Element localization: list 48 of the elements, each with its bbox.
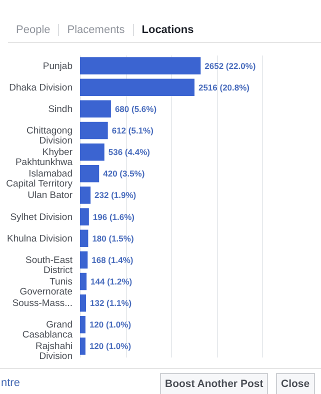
bar bbox=[80, 316, 86, 334]
data-label: 132 (1.1%) bbox=[90, 298, 132, 308]
y-tick-label: Khyber Pakhtunkhwa bbox=[15, 147, 74, 168]
text: Boost Another Post bbox=[160, 373, 268, 394]
bar bbox=[80, 165, 100, 182]
bar bbox=[80, 57, 201, 74]
y-tick-label: Grand Casablanca bbox=[22, 320, 74, 341]
bar bbox=[80, 208, 89, 226]
bar bbox=[80, 78, 194, 96]
data-label: 196 (1.6%) bbox=[92, 212, 135, 222]
bar bbox=[80, 251, 88, 269]
text: ntre bbox=[1, 377, 20, 389]
bar bbox=[80, 100, 111, 118]
data-label: 120 (1.0%) bbox=[89, 320, 132, 330]
data-label: 168 (1.4%) bbox=[92, 254, 134, 265]
data-label: 180 (1.5%) bbox=[92, 233, 134, 244]
bar bbox=[80, 122, 108, 140]
text: Close bbox=[276, 373, 315, 394]
data-label: 612 (5.1%) bbox=[112, 126, 154, 136]
data-label: 232 (1.9%) bbox=[94, 190, 136, 200]
y-tick-label: Rajshahi Division bbox=[36, 341, 72, 362]
y-tick-label: Tunis Governorate bbox=[20, 276, 73, 298]
y-tick-label: Dhaka Division bbox=[9, 82, 72, 94]
y-tick-label: South-East District bbox=[26, 254, 73, 276]
bar bbox=[80, 294, 86, 312]
y-tick-label: Ulan Bator bbox=[28, 190, 72, 202]
y-tick-label: Islamabad Capital Territory bbox=[6, 168, 73, 190]
text: People bbox=[8, 24, 60, 36]
y-tick-label: Sindh bbox=[48, 104, 72, 115]
bar bbox=[80, 338, 86, 355]
bar bbox=[80, 143, 104, 161]
text: Locations bbox=[140, 24, 195, 36]
y-tick-label: Chittagong Division bbox=[26, 126, 72, 146]
data-label: 2652 (22.0%) bbox=[204, 60, 256, 71]
data-label: 420 (3.5%) bbox=[103, 168, 145, 179]
y-tick-label: Souss-Mass... bbox=[12, 298, 72, 310]
data-label: 536 (4.4%) bbox=[108, 147, 150, 158]
text: Placements bbox=[59, 24, 134, 36]
data-label: 120 (1.0%) bbox=[89, 341, 132, 352]
data-label: 144 (1.2%) bbox=[90, 276, 132, 286]
y-tick-label: Khulna Division bbox=[7, 233, 72, 244]
data-label: 680 (5.6%) bbox=[114, 104, 157, 114]
data-label: 2516 (20.8%) bbox=[198, 82, 250, 92]
y-tick-label: Sylhet Division bbox=[10, 212, 72, 223]
bar bbox=[80, 186, 91, 204]
y-tick-label: Punjab bbox=[42, 60, 72, 72]
bar bbox=[80, 272, 87, 290]
bar bbox=[80, 230, 88, 247]
